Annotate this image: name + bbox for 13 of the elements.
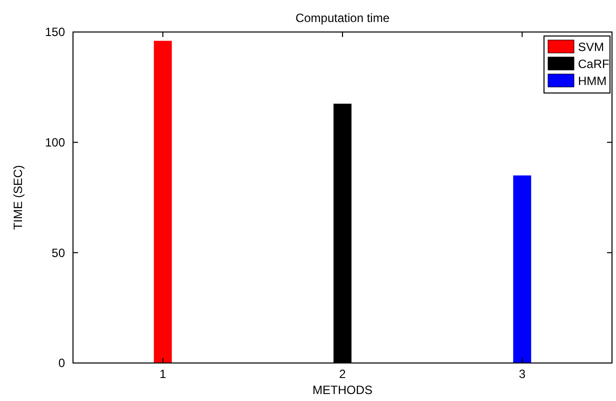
y-tick-label: 50 [52, 246, 66, 260]
x-axis-title: METHODS [312, 383, 372, 397]
chart-title: Computation time [295, 11, 390, 25]
y-tick-label: 150 [44, 25, 66, 40]
x-tick-label: 3 [518, 367, 526, 381]
y-tick-label: 0 [58, 356, 66, 370]
x-tick-label: 2 [339, 367, 346, 381]
x-tick-label: 1 [159, 367, 166, 381]
legend-label: SVM [578, 40, 604, 54]
legend-label: CaRF [578, 57, 610, 72]
y-axis-title: TIME (SEC) [11, 165, 25, 230]
y-tick-label: 100 [44, 136, 66, 150]
legend-label: HMM [578, 74, 607, 88]
